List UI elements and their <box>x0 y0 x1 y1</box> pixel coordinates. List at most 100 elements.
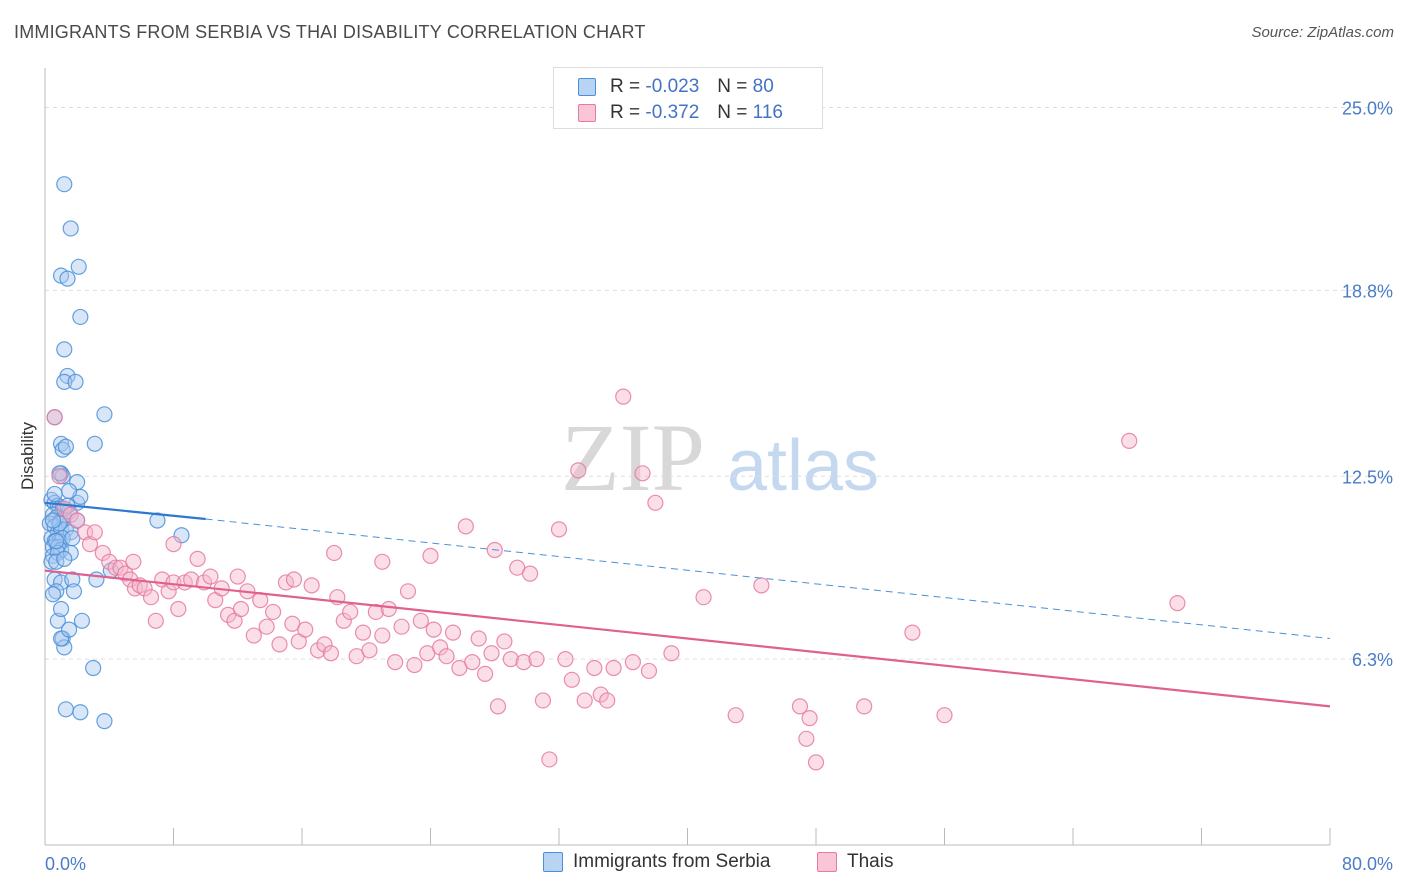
data-point <box>615 388 632 405</box>
data-point <box>374 627 391 644</box>
data-point <box>634 465 651 482</box>
y-tick-label: 12.5% <box>1342 467 1393 487</box>
x-tick-label: 0.0% <box>45 854 86 874</box>
data-point <box>563 671 580 688</box>
data-point <box>173 527 190 544</box>
data-point <box>189 550 206 567</box>
data-point <box>285 571 303 588</box>
data-point <box>502 651 519 668</box>
data-point <box>753 577 770 594</box>
y-tick-label: 18.8% <box>1342 281 1393 301</box>
data-point <box>44 512 62 529</box>
data-point <box>57 701 74 718</box>
data-point <box>727 707 744 724</box>
data-point <box>65 583 83 600</box>
data-point <box>367 603 384 621</box>
series-swatch-thais <box>817 851 837 872</box>
data-point <box>342 603 359 621</box>
data-point <box>624 653 641 671</box>
data-point <box>438 648 455 665</box>
data-point <box>541 751 558 768</box>
data-point <box>425 621 442 638</box>
data-point <box>85 659 102 677</box>
data-point <box>605 659 622 677</box>
data-point <box>374 553 391 570</box>
legend-n-value: 80 <box>752 76 774 97</box>
data-point <box>72 308 89 326</box>
data-point <box>147 612 164 629</box>
data-point <box>856 698 873 715</box>
data-point <box>647 494 664 511</box>
data-point <box>70 258 87 275</box>
y-tick-label: 25.0% <box>1342 99 1393 119</box>
y-axis-label: Disability <box>18 421 37 490</box>
data-point <box>56 639 73 656</box>
data-point <box>48 533 65 550</box>
data-point <box>936 707 953 724</box>
data-point <box>67 373 84 390</box>
data-point <box>170 600 187 618</box>
watermark-zip: ZIP <box>561 404 705 511</box>
legend-r-label: R = <box>610 102 641 123</box>
data-point <box>1169 594 1186 612</box>
data-point <box>81 535 99 553</box>
data-point <box>62 506 79 523</box>
grid <box>45 107 1392 660</box>
series-legend-thais: Thais <box>817 851 893 877</box>
data-point <box>107 559 124 576</box>
data-point <box>550 521 568 538</box>
legend-n-label: N = <box>717 102 748 123</box>
data-point <box>69 512 86 529</box>
data-point <box>791 698 809 715</box>
source-label: Source: ZipAtlas.com <box>1251 24 1394 41</box>
trend-line-serbia <box>44 501 206 521</box>
data-point <box>592 686 609 703</box>
data-point <box>586 659 603 677</box>
data-point <box>326 544 343 562</box>
data-point <box>663 645 680 662</box>
data-point <box>57 438 74 455</box>
data-point <box>44 586 62 603</box>
x-tick-label: 80.0% <box>1342 854 1393 874</box>
data-point <box>470 630 487 647</box>
data-point <box>801 710 818 727</box>
data-point <box>640 662 658 680</box>
trend-line-thais <box>44 569 1331 708</box>
data-point <box>515 653 532 671</box>
data-point <box>88 571 105 588</box>
data-point <box>457 518 474 535</box>
legend-r-label: R = <box>610 76 641 97</box>
data-point <box>904 624 921 641</box>
legend-n-value: 116 <box>752 102 783 123</box>
data-point <box>387 653 404 671</box>
data-point <box>64 571 81 588</box>
data-point <box>264 603 282 621</box>
series-label-serbia: Immigrants from Serbia <box>573 851 771 872</box>
legend-swatch-serbia <box>578 77 596 96</box>
y-tick-label: 6.3% <box>1352 650 1393 670</box>
data-point <box>807 754 825 771</box>
data-point <box>316 636 333 653</box>
data-point <box>245 627 262 644</box>
legend-row-thais: R = -0.372 N = 116 <box>578 102 783 126</box>
data-point <box>432 639 449 656</box>
data-point <box>695 589 712 606</box>
data-point <box>72 704 89 721</box>
data-point <box>335 612 352 629</box>
data-point <box>52 630 70 647</box>
data-point <box>56 341 73 358</box>
data-point <box>94 544 111 562</box>
stats-legend: R = -0.023 N = 80 R = -0.372 N = 116 <box>553 67 823 129</box>
series-thais-points <box>46 388 1186 771</box>
data-point <box>464 653 481 671</box>
data-point <box>1121 432 1138 449</box>
data-point <box>56 550 73 567</box>
axes <box>44 68 1331 846</box>
data-point <box>52 435 70 452</box>
data-point <box>798 730 815 747</box>
data-point <box>86 435 103 452</box>
data-point <box>62 544 79 562</box>
data-point <box>534 692 552 709</box>
axis-labels: 6.3% 12.5% 18.8% 25.0% 0.0% 80.0% Disability <box>18 99 1393 875</box>
